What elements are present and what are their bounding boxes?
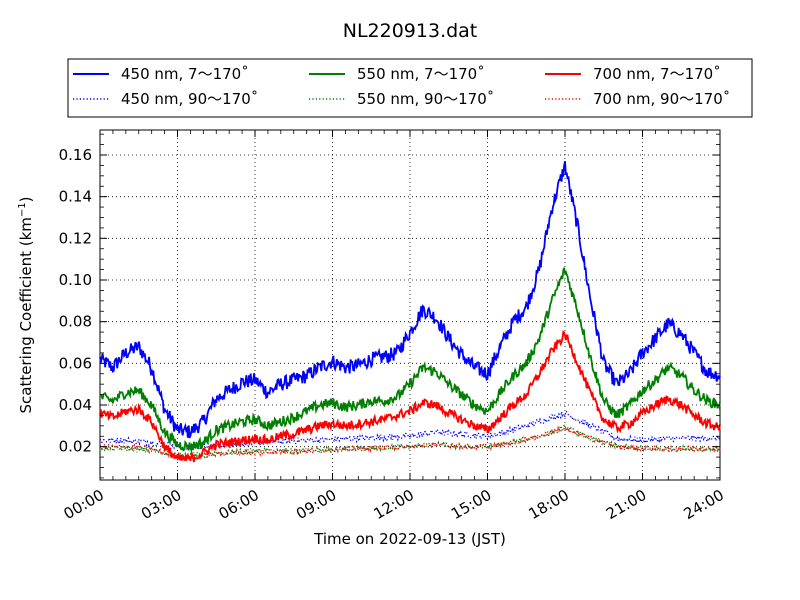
y-axis-label-exponent: −1 (17, 202, 28, 217)
x-tick-label: 15:00 (448, 486, 494, 523)
x-tick-label: 09:00 (293, 486, 339, 523)
legend-label-5: 700 nm, 90～170˚ (593, 90, 730, 108)
y-tick-label: 0.10 (59, 271, 92, 289)
x-tick-label: 18:00 (526, 486, 572, 523)
y-tick-label: 0.16 (59, 146, 92, 164)
y-tick-label: 0.06 (59, 354, 92, 372)
y-tick-label: 0.04 (59, 396, 92, 414)
y-tick-label: 0.08 (59, 313, 92, 331)
legend-label-4: 700 nm, 7～170˚ (593, 65, 721, 83)
series-line-2 (99, 267, 721, 454)
x-tick-label: 00:00 (61, 486, 107, 523)
y-tick-label: 0.02 (59, 438, 92, 456)
x-axis-label: Time on 2022-09-13 (JST) (313, 530, 506, 548)
y-axis-label: Scattering Coefficient (km−1) (17, 196, 35, 413)
plot-frame (99, 129, 721, 481)
x-tick-label: 21:00 (603, 486, 649, 523)
legend-label-1: 450 nm, 90～170˚ (121, 90, 258, 108)
y-axis-label-main: Scattering Coefficient (km (17, 217, 35, 413)
y-axis-label-close: ) (17, 196, 35, 202)
legend-label-2: 550 nm, 7～170˚ (357, 65, 485, 83)
y-tick-labels: 0.02 0.04 0.06 0.08 0.10 0.12 0.14 0.16 (59, 146, 92, 456)
x-tick-label: 06:00 (216, 486, 262, 523)
x-tick-labels: 00:00 03:00 06:00 09:00 12:00 15:00 18:00 21:00… (61, 486, 727, 523)
series-line-4 (99, 330, 721, 463)
plot-area (99, 129, 721, 481)
chart-title: NL220913.dat (343, 20, 478, 42)
x-tick-label: 24:00 (681, 486, 727, 523)
legend-box (67, 58, 753, 118)
legend-label-3: 550 nm, 90～170˚ (357, 90, 494, 108)
x-tick-label: 03:00 (138, 486, 184, 523)
tick-marks (99, 130, 721, 480)
y-tick-label: 0.12 (59, 229, 92, 247)
series-line-0 (99, 161, 721, 439)
x-tick-label: 12:00 (371, 486, 417, 523)
legend: 450 nm, 7～170˚ 450 nm, 90～170˚ 550 nm, 7～1… (67, 58, 753, 118)
legend-label-0: 450 nm, 7～170˚ (121, 65, 249, 83)
y-tick-label: 0.14 (59, 188, 92, 206)
series-layer (99, 161, 721, 463)
